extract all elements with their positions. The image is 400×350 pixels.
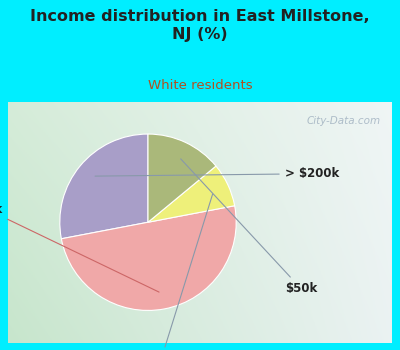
Text: $50k: $50k xyxy=(181,159,317,295)
Text: White residents: White residents xyxy=(148,79,252,92)
Text: City-Data.com: City-Data.com xyxy=(306,116,380,126)
Wedge shape xyxy=(148,134,216,222)
Wedge shape xyxy=(61,206,236,310)
Wedge shape xyxy=(148,166,235,222)
Text: $75k: $75k xyxy=(0,203,159,292)
Text: Income distribution in East Millstone,
NJ (%): Income distribution in East Millstone, N… xyxy=(30,9,370,42)
Text: > $200k: > $200k xyxy=(95,167,339,180)
Wedge shape xyxy=(60,134,148,239)
Text: $150k: $150k xyxy=(141,194,213,350)
